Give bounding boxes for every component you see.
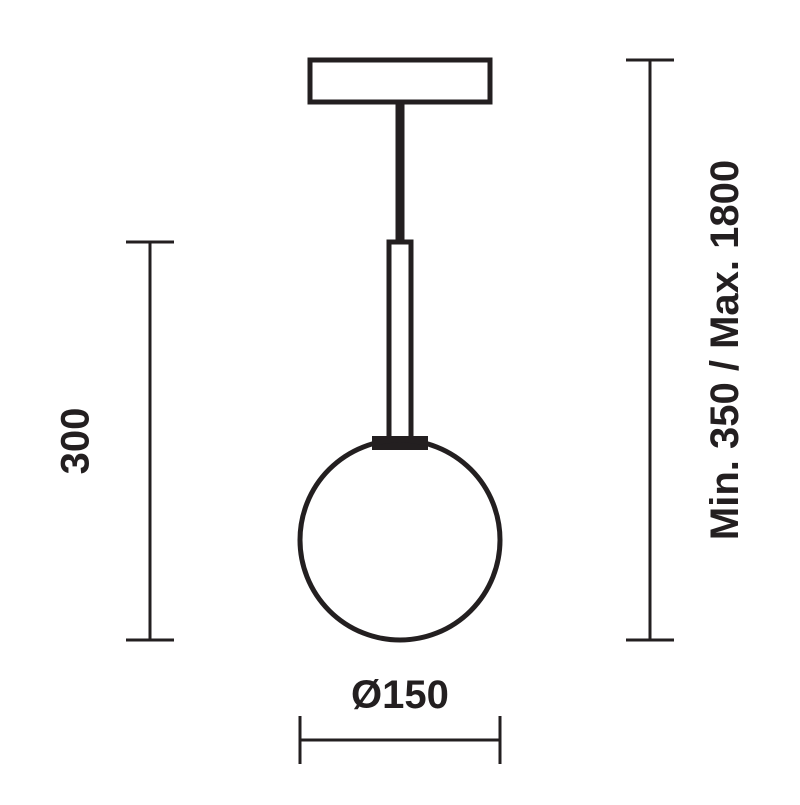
diagram-canvas: 300 Min. 350 / Max. 1800 Ø150 [0, 0, 800, 800]
dimension-right-total-label: Min. 350 / Max. 1800 [705, 160, 745, 540]
dimension-left-height-label: 300 [55, 408, 95, 475]
dimension-bottom-diameter-label: Ø150 [351, 675, 449, 715]
